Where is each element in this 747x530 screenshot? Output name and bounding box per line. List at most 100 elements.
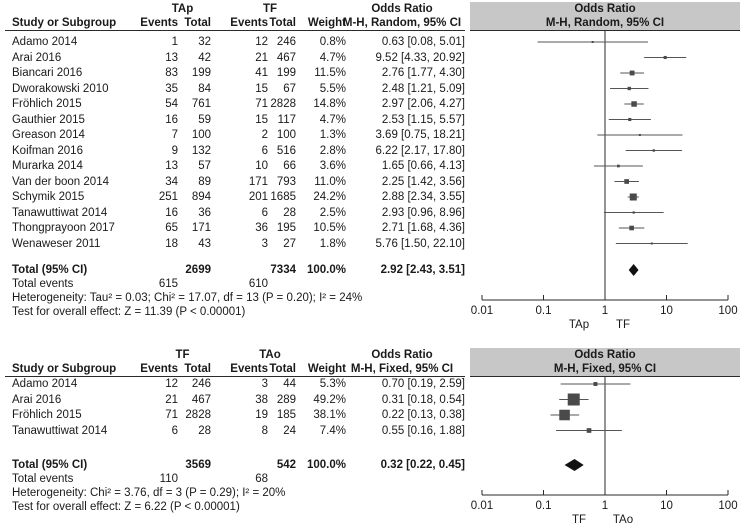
study-name: Arai 2016 <box>12 393 62 406</box>
heterogeneity-text: Heterogeneity: Chi² = 3.76, df = 3 (P = … <box>12 487 286 499</box>
total-experimental-events: 615 <box>158 278 178 290</box>
control-total: 44 <box>283 378 296 390</box>
control-events: 10 <box>255 160 268 172</box>
x-axis-tick-label: 100 <box>718 305 738 317</box>
study-point-estimate <box>638 134 641 136</box>
control-total: 2828 <box>270 98 296 110</box>
study-point-estimate <box>627 86 631 91</box>
control-total: 100 <box>276 129 296 141</box>
control-total: 185 <box>276 409 296 421</box>
experimental-events: 13 <box>165 51 178 64</box>
experimental-total: 84 <box>198 82 211 95</box>
experimental-events: 13 <box>165 160 178 172</box>
study-weight: 24.2% <box>313 191 346 203</box>
control-total: 289 <box>276 393 296 406</box>
experimental-total: 761 <box>191 98 211 110</box>
experimental-events: 16 <box>165 206 178 219</box>
pooled-estimate-diamond <box>628 264 639 276</box>
experimental-total: 57 <box>198 160 211 172</box>
or-method-header: M-H, Random, 95% CI <box>342 17 462 29</box>
favours-right-label: TF <box>615 319 631 331</box>
total-control-total: 7334 <box>270 264 296 276</box>
experimental-events: 83 <box>165 67 178 79</box>
study-odds-ratio-ci: 2.71 [1.68, 4.36] <box>381 222 465 234</box>
control-total: 28 <box>283 206 296 219</box>
study-point-estimate <box>559 409 570 421</box>
experimental-total: 36 <box>198 206 211 219</box>
control-total-header: Total <box>269 17 296 29</box>
control-events-header: Events <box>230 363 268 375</box>
x-axis-tick-label: 100 <box>718 500 738 512</box>
study-weight: 11.5% <box>314 67 346 79</box>
study-name: Wenaweser 2011 <box>12 237 101 250</box>
study-point-estimate <box>593 382 598 386</box>
experimental-events: 7 <box>171 129 178 141</box>
study-weight: 5.5% <box>319 82 346 95</box>
control-total: 117 <box>277 113 296 126</box>
experimental-total: 199 <box>191 67 211 79</box>
study-odds-ratio-ci: 6.22 [2.17, 17.80] <box>375 144 465 157</box>
experimental-events: 35 <box>165 82 178 95</box>
experimental-total: 2828 <box>185 409 211 421</box>
study-name: Adamo 2014 <box>12 36 78 48</box>
study-weight: 2.5% <box>319 206 346 219</box>
experimental-total: 42 <box>198 51 211 64</box>
study-weight: 2.8% <box>319 144 346 157</box>
study-point-estimate <box>617 164 620 168</box>
experimental-total: 59 <box>198 113 211 126</box>
study-weight: 5.3% <box>319 378 346 390</box>
study-name: Dworakowski 2010 <box>12 82 109 95</box>
study-weight: 49.2% <box>313 393 346 406</box>
study-odds-ratio-ci: 5.76 [1.50, 22.10] <box>375 237 465 250</box>
study-weight: 10.5% <box>313 222 346 234</box>
study-weight: 1.8% <box>319 237 346 250</box>
experimental-events: 6 <box>171 424 178 437</box>
study-name: Gauthier 2015 <box>12 113 85 126</box>
study-odds-ratio-ci: 2.97 [2.06, 4.27] <box>381 98 465 110</box>
study-point-estimate <box>567 393 580 406</box>
control-events: 41 <box>255 67 268 79</box>
study-name: Adamo 2014 <box>12 378 78 390</box>
study-point-estimate <box>591 41 594 43</box>
study-point-estimate <box>631 101 637 107</box>
study-odds-ratio-ci: 2.88 [2.34, 3.55] <box>381 191 465 203</box>
study-name: Thongprayoon 2017 <box>12 222 115 234</box>
pooled-estimate-diamond <box>564 459 584 471</box>
study-weight: 14.8% <box>313 98 346 110</box>
total-control-events: 68 <box>255 473 268 485</box>
control-total: 1685 <box>270 191 296 203</box>
plot-header-band <box>470 348 740 376</box>
x-axis-tick-label: 1 <box>601 305 609 317</box>
control-events: 3 <box>261 237 268 250</box>
study-odds-ratio-ci: 9.52 [4.33, 20.92] <box>375 51 465 64</box>
study-weight: 7.4% <box>319 424 346 437</box>
experimental-events: 54 <box>165 98 178 110</box>
overall-effect-text: Test for overall effect: Z = 6.22 (P < 0… <box>12 501 240 513</box>
table-header-rule <box>5 30 465 31</box>
control-events: 8 <box>261 424 268 437</box>
study-name: Tanawuttiwat 2014 <box>12 206 108 219</box>
experimental-total: 28 <box>198 424 211 437</box>
control-events: 21 <box>255 51 268 64</box>
study-point-estimate <box>629 225 634 231</box>
control-events: 2 <box>261 129 268 141</box>
plot-header-rule <box>470 376 740 377</box>
study-point-estimate <box>632 211 635 214</box>
control-events: 19 <box>255 409 268 421</box>
experimental-total-header: Total <box>184 363 211 375</box>
study-name: Koifman 2016 <box>12 144 83 157</box>
study-weight: 1.3% <box>319 129 346 141</box>
experimental-events: 12 <box>165 378 178 390</box>
control-events: 171 <box>248 175 268 188</box>
experimental-events-header: Events <box>140 17 178 29</box>
study-name: Van der boon 2014 <box>12 175 109 188</box>
experimental-total: 89 <box>198 175 211 188</box>
control-group-label: TAo <box>259 349 281 361</box>
experimental-group-label: TAp <box>171 3 194 15</box>
favours-left-label: TAp <box>568 319 590 331</box>
study-point-estimate <box>650 242 653 245</box>
experimental-events: 9 <box>171 144 178 157</box>
control-total: 24 <box>283 424 296 437</box>
